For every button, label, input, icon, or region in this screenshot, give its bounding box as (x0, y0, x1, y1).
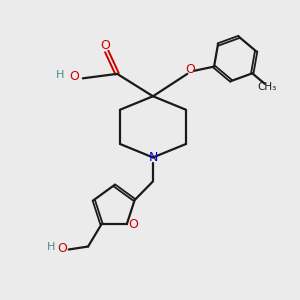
Text: CH₃: CH₃ (258, 82, 277, 92)
Text: O: O (57, 242, 67, 254)
Text: O: O (128, 218, 138, 231)
Text: N: N (148, 151, 158, 164)
Text: H: H (47, 242, 56, 251)
Text: O: O (69, 70, 79, 83)
Text: H: H (56, 70, 64, 80)
Text: O: O (100, 39, 110, 52)
Text: O: O (185, 63, 195, 76)
